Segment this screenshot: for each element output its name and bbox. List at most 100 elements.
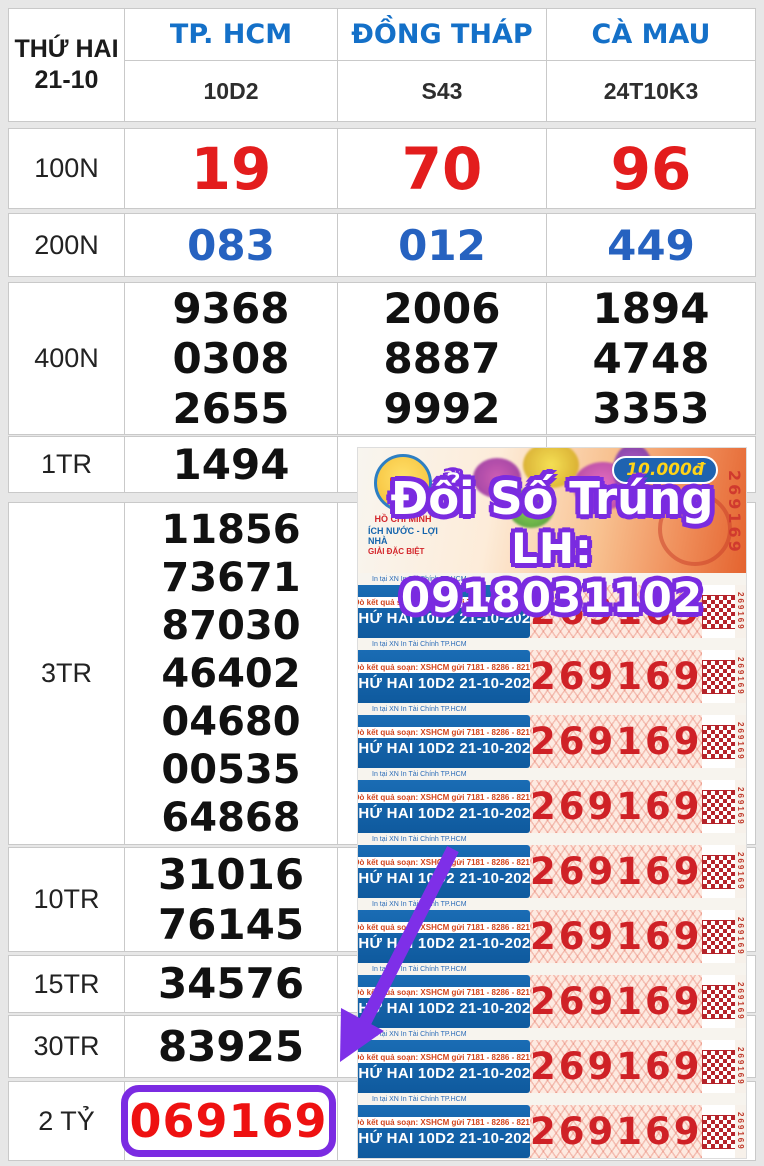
stub-serial-number: 269169 <box>530 980 703 1023</box>
stub-serial-zone: 269169 <box>530 975 703 1028</box>
result-1tr-tphcm: 1494 <box>124 436 338 493</box>
date-header-cell: THỨ HAI 21-10 <box>8 8 125 122</box>
printer-note: In tại XN In Tài Chính TP.HCM <box>372 835 467 843</box>
stub-info-band: Dò kết quả soạn: XSHCM gửi 7181 - 8286 -… <box>358 780 541 833</box>
stub-edge-strip: 269169 <box>734 715 746 768</box>
draw-code-dongthap: S43 <box>337 60 547 122</box>
sms-check-info: Dò kết quả soạn: XSHCM gửi 7181 - 8286 -… <box>358 791 541 803</box>
stub-qr-block <box>701 910 736 963</box>
edge-serial-number: 269169 <box>735 592 745 631</box>
flower-decoration <box>523 448 579 488</box>
stub-qr-block <box>701 650 736 703</box>
printer-note: In tại XN In Tài Chính TP.HCM <box>372 640 467 648</box>
sms-check-info: Dò kết quả soạn: XSHCM gửi 7181 - 8286 -… <box>358 661 541 673</box>
stub-serial-zone: 269169 <box>530 650 703 703</box>
stub-qr-block <box>701 585 736 638</box>
qr-code-icon <box>701 919 736 954</box>
stub-serial-number: 269169 <box>530 720 703 763</box>
qr-code-icon <box>701 724 736 759</box>
result-200n-tphcm: 083 <box>124 213 338 277</box>
edge-serial-number: 269169 <box>735 852 745 891</box>
ticket-stub: In tại XN In Tài Chính TP.HCM Dò kết quả… <box>358 898 746 963</box>
stub-separator: In tại XN In Tài Chính TP.HCM <box>358 638 746 650</box>
stub-qr-block <box>701 975 736 1028</box>
stub-serial-zone: 269169 <box>530 1105 703 1158</box>
ticket-stub-list: In tại XN In Tài Chính TP.HCM Dò kết quả… <box>358 573 746 1158</box>
prize-label-2ty: 2 TỶ <box>8 1081 125 1161</box>
stub-info-band: Dò kết quả soạn: XSHCM gửi 7181 - 8286 -… <box>358 845 541 898</box>
result-15tr-tphcm: 34576 <box>124 955 338 1013</box>
sms-check-info: Dò kết quả soạn: XSHCM gửi 7181 - 8286 -… <box>358 921 541 933</box>
province-header-tphcm[interactable]: TP. HCM <box>124 8 338 61</box>
stub-separator: In tại XN In Tài Chính TP.HCM <box>358 1093 746 1105</box>
stub-separator: In tại XN In Tài Chính TP.HCM <box>358 963 746 975</box>
draw-date-info: THỨ HAI 10D2 21-10-2024 <box>358 1129 540 1147</box>
stub-serial-zone: 269169 <box>530 585 703 638</box>
stub-qr-block <box>701 1105 736 1158</box>
stub-main: Dò kết quả soạn: XSHCM gửi 7181 - 8286 -… <box>358 1040 746 1093</box>
result-3tr-tphcm: 11856 73671 87030 46402 04680 00535 6486… <box>124 502 338 845</box>
stub-serial-number: 269169 <box>530 1045 703 1088</box>
stub-edge-strip: 269169 <box>734 585 746 638</box>
ticket-slogan: ÍCH NƯỚC - LỢI NHÀ <box>368 526 438 546</box>
stub-edge-strip: 269169 <box>734 780 746 833</box>
stub-separator: In tại XN In Tài Chính TP.HCM <box>358 768 746 780</box>
qr-code-icon <box>701 594 736 629</box>
stub-main: Dò kết quả soạn: XSHCM gửi 7181 - 8286 -… <box>358 975 746 1028</box>
edge-serial-number: 269169 <box>735 722 745 761</box>
stub-serial-number: 269169 <box>530 850 703 893</box>
result-200n-dongthap: 012 <box>337 213 547 277</box>
promo-contact-phone[interactable]: LH: 0918031102 <box>400 524 704 622</box>
ticket-stub: In tại XN In Tài Chính TP.HCM Dò kết quả… <box>358 703 746 768</box>
prize-label-400n: 400N <box>8 282 125 435</box>
printer-note: In tại XN In Tài Chính TP.HCM <box>372 705 467 713</box>
stub-info-band: Dò kết quả soạn: XSHCM gửi 7181 - 8286 -… <box>358 1105 541 1158</box>
stub-info-band: Dò kết quả soạn: XSHCM gửi 7181 - 8286 -… <box>358 585 541 638</box>
edge-serial-number: 269169 <box>735 787 745 826</box>
ticket-stub: In tại XN In Tài Chính TP.HCM Dò kết quả… <box>358 768 746 833</box>
stub-qr-block <box>701 1040 736 1093</box>
result-200n-camau: 449 <box>546 213 756 277</box>
province-header-dongthap[interactable]: ĐỒNG THÁP <box>337 8 547 61</box>
result-30tr-tphcm: 83925 <box>124 1015 338 1078</box>
qr-code-icon <box>701 984 736 1019</box>
stub-info-band: Dò kết quả soạn: XSHCM gửi 7181 - 8286 -… <box>358 910 541 963</box>
draw-date-info: THỨ HAI 10D2 21-10-2024 <box>358 869 540 887</box>
stub-info-band: Dò kết quả soạn: XSHCM gửi 7181 - 8286 -… <box>358 975 541 1028</box>
edge-serial-number: 269169 <box>735 917 745 956</box>
stub-main: Dò kết quả soạn: XSHCM gửi 7181 - 8286 -… <box>358 780 746 833</box>
stub-separator: In tại XN In Tài Chính TP.HCM <box>358 573 746 585</box>
province-header-camau[interactable]: CÀ MAU <box>546 8 756 61</box>
draw-date-info: THỨ HAI 10D2 21-10-2024 <box>358 609 540 627</box>
draw-date-info: THỨ HAI 10D2 21-10-2024 <box>358 1064 540 1082</box>
stub-serial-number: 269169 <box>530 590 703 633</box>
sms-check-info: Dò kết quả soạn: XSHCM gửi 7181 - 8286 -… <box>358 986 541 998</box>
draw-code-tphcm: 10D2 <box>124 60 338 122</box>
stub-separator: In tại XN In Tài Chính TP.HCM <box>358 898 746 910</box>
ticket-stub: In tại XN In Tài Chính TP.HCM Dò kết quả… <box>358 638 746 703</box>
qr-code-icon <box>701 1049 736 1084</box>
stub-separator: In tại XN In Tài Chính TP.HCM <box>358 1028 746 1040</box>
printer-note: In tại XN In Tài Chính TP.HCM <box>372 770 467 778</box>
stub-edge-strip: 269169 <box>734 845 746 898</box>
promo-text-line1: Đổi Số Trúng <box>390 472 714 525</box>
date-label: 21-10 <box>34 66 99 94</box>
stub-separator: In tại XN In Tài Chính TP.HCM <box>358 703 746 715</box>
stub-info-band: Dò kết quả soạn: XSHCM gửi 7181 - 8286 -… <box>358 715 541 768</box>
qr-code-icon <box>701 1114 736 1149</box>
ticket-stub: In tại XN In Tài Chính TP.HCM Dò kết quả… <box>358 963 746 1028</box>
ticket-stub: In tại XN In Tài Chính TP.HCM Dò kết quả… <box>358 833 746 898</box>
lottery-logo-icon <box>374 454 432 512</box>
sms-check-info: Dò kết quả soạn: XSHCM gửi 7181 - 8286 -… <box>358 726 541 738</box>
ticket-subtitle: GIẢI ĐẶC BIỆT <box>368 547 425 556</box>
qr-code-icon <box>701 789 736 824</box>
flower-decoration <box>473 458 521 498</box>
ticket-stub: In tại XN In Tài Chính TP.HCM Dò kết quả… <box>358 1093 746 1158</box>
edge-serial-number: 269169 <box>735 1112 745 1151</box>
stub-main: Dò kết quả soạn: XSHCM gửi 7181 - 8286 -… <box>358 1105 746 1158</box>
ticket-price-badge: 10.000đ <box>612 456 718 484</box>
stub-edge-strip: 269169 <box>734 650 746 703</box>
stub-main: Dò kết quả soạn: XSHCM gửi 7181 - 8286 -… <box>358 650 746 703</box>
stub-serial-number: 269169 <box>530 655 703 698</box>
